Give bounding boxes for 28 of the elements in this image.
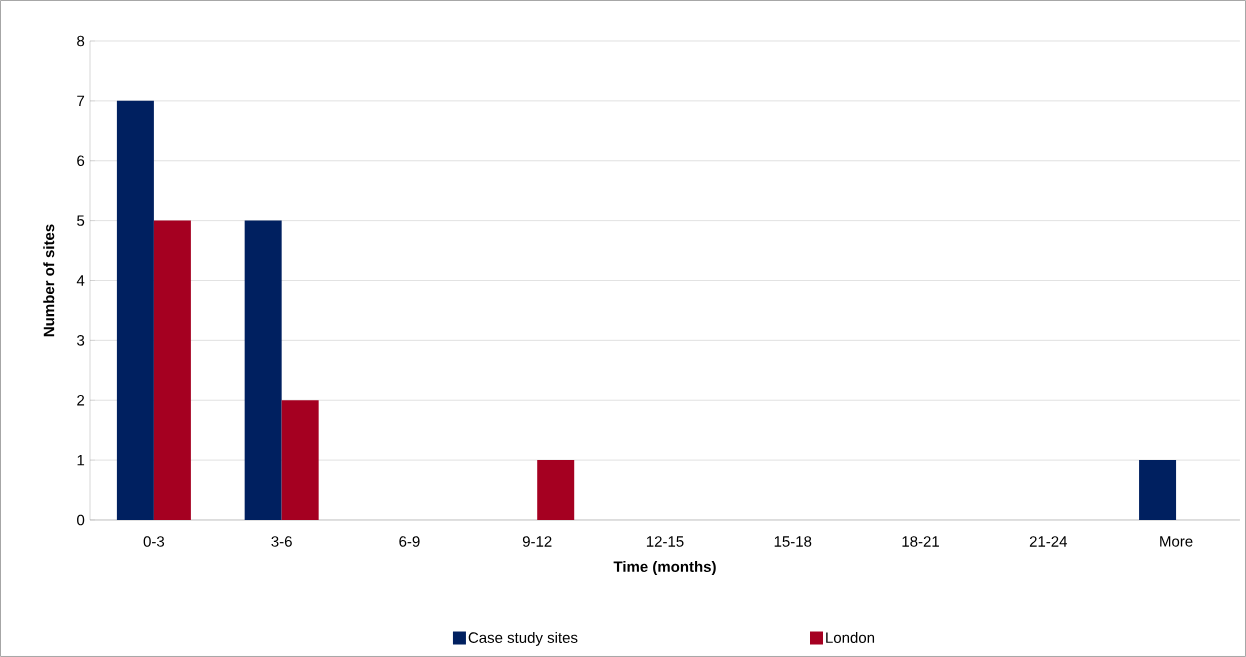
- x-tick-label: 15-18: [774, 536, 812, 547]
- y-tick-label: 3: [77, 335, 85, 346]
- x-tick-label: 6-9: [399, 536, 420, 547]
- y-tick-label: 2: [77, 395, 85, 406]
- x-tick-label: 3-6: [271, 536, 292, 547]
- y-tick-label: 5: [77, 215, 85, 226]
- x-tick-label: 18-21: [902, 536, 939, 547]
- x-tick-label: 0-3: [143, 536, 165, 547]
- bar: [244, 220, 282, 520]
- y-tick-label: 6: [77, 155, 85, 167]
- x-axis-title: Time (months): [613, 561, 716, 575]
- bar: [537, 460, 575, 520]
- bar: [116, 100, 154, 520]
- y-axis-title: Number of sites: [43, 224, 55, 337]
- bar: [1139, 460, 1177, 520]
- legend-label: Case study sites: [468, 631, 578, 646]
- bar: [153, 220, 191, 520]
- y-tick-label: 7: [77, 95, 85, 107]
- x-tick-label: 21-24: [1029, 536, 1068, 547]
- x-tick-label: More: [1160, 536, 1193, 547]
- x-tick-label: 12-15: [646, 536, 684, 547]
- bar: [281, 400, 319, 520]
- y-tick-label: 4: [76, 275, 85, 286]
- y-tick-label: 8: [77, 35, 85, 47]
- x-tick-label: 9-12: [522, 536, 552, 547]
- y-tick-label: 1: [77, 454, 85, 466]
- legend-label: London: [826, 631, 875, 643]
- y-tick-label: 0: [77, 514, 85, 526]
